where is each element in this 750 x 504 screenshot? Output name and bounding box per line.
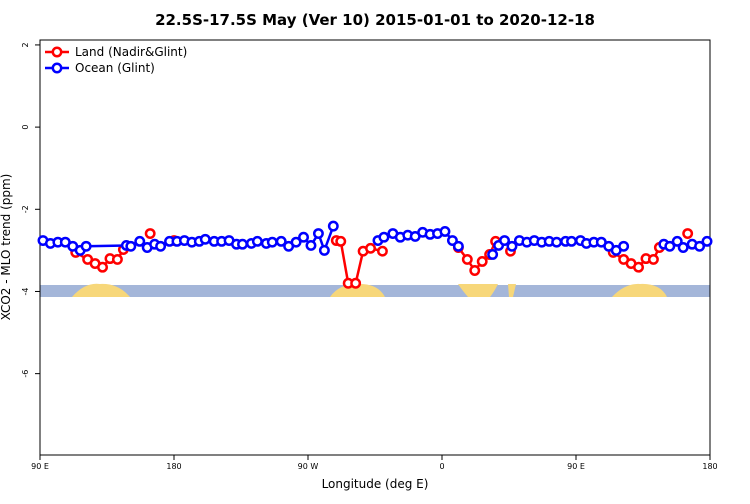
data-point — [677, 242, 689, 253]
plot-frame — [39, 39, 711, 456]
data-point — [237, 238, 248, 250]
data-point — [144, 228, 156, 239]
data-point — [469, 265, 481, 276]
data-point — [134, 235, 146, 247]
data-point — [476, 256, 488, 267]
data-point — [251, 235, 263, 247]
legend-label: Land (Nadir&Glint) — [75, 45, 187, 59]
data-point — [111, 253, 123, 265]
chart-title: 22.5S-17.5S May (Ver 10) 2015-01-01 to 2… — [155, 11, 595, 29]
x-tick-label: 180 — [166, 462, 181, 471]
data-point — [694, 240, 706, 252]
data-point — [682, 228, 694, 239]
y-axis-label: XCO2 - MLO trend (ppm) — [0, 174, 13, 321]
x-tick-label: 90 W — [298, 462, 319, 471]
y-tick-label: 2 — [21, 42, 30, 47]
y-tick-label: -6 — [21, 370, 30, 378]
data-point — [461, 253, 473, 265]
data-point — [298, 231, 309, 243]
data-point — [290, 236, 302, 248]
data-point — [125, 240, 137, 252]
data-point — [155, 240, 167, 252]
data-point — [701, 235, 713, 247]
legend-label: Ocean (Glint) — [75, 61, 155, 75]
data-point — [97, 261, 108, 273]
legend-marker — [51, 62, 63, 74]
data-point — [506, 240, 518, 252]
x-tick-label: 180 — [702, 462, 717, 471]
y-tick-label: 0 — [21, 125, 30, 130]
data-point — [499, 235, 510, 246]
data-point — [335, 235, 347, 247]
data-point — [378, 231, 390, 243]
data-point — [376, 245, 388, 257]
x-tick-label: 90 E — [31, 462, 49, 471]
y-tick-label: -4 — [21, 287, 30, 295]
data-point — [318, 244, 330, 256]
data-point — [664, 240, 676, 252]
data-point — [365, 242, 376, 254]
data-point — [439, 226, 451, 237]
land-patch — [612, 283, 667, 297]
data-point — [633, 261, 644, 273]
x-tick-label: 90 E — [567, 462, 585, 471]
data-point — [671, 235, 683, 247]
data-point — [80, 240, 92, 252]
data-point — [327, 220, 339, 232]
y-tick-label: -2 — [21, 205, 30, 213]
land-patch — [508, 284, 516, 297]
x-axis-label: Longitude (deg E) — [322, 477, 429, 491]
data-point — [312, 228, 324, 239]
data-point — [551, 236, 563, 248]
surface-strip — [40, 283, 710, 297]
data-point — [566, 235, 577, 247]
data-point — [618, 240, 630, 252]
data-point — [275, 235, 287, 247]
data-point — [487, 249, 499, 260]
data-point — [266, 236, 278, 248]
data-point — [452, 240, 464, 252]
land-patch — [458, 284, 498, 297]
data-point — [199, 233, 211, 245]
x-tick-label: 0 — [439, 462, 444, 471]
data-point — [647, 253, 659, 265]
land-patch — [330, 283, 385, 297]
data-point — [350, 277, 362, 289]
land-patch — [72, 283, 130, 297]
data-point — [305, 239, 317, 251]
legend-marker — [51, 46, 63, 58]
